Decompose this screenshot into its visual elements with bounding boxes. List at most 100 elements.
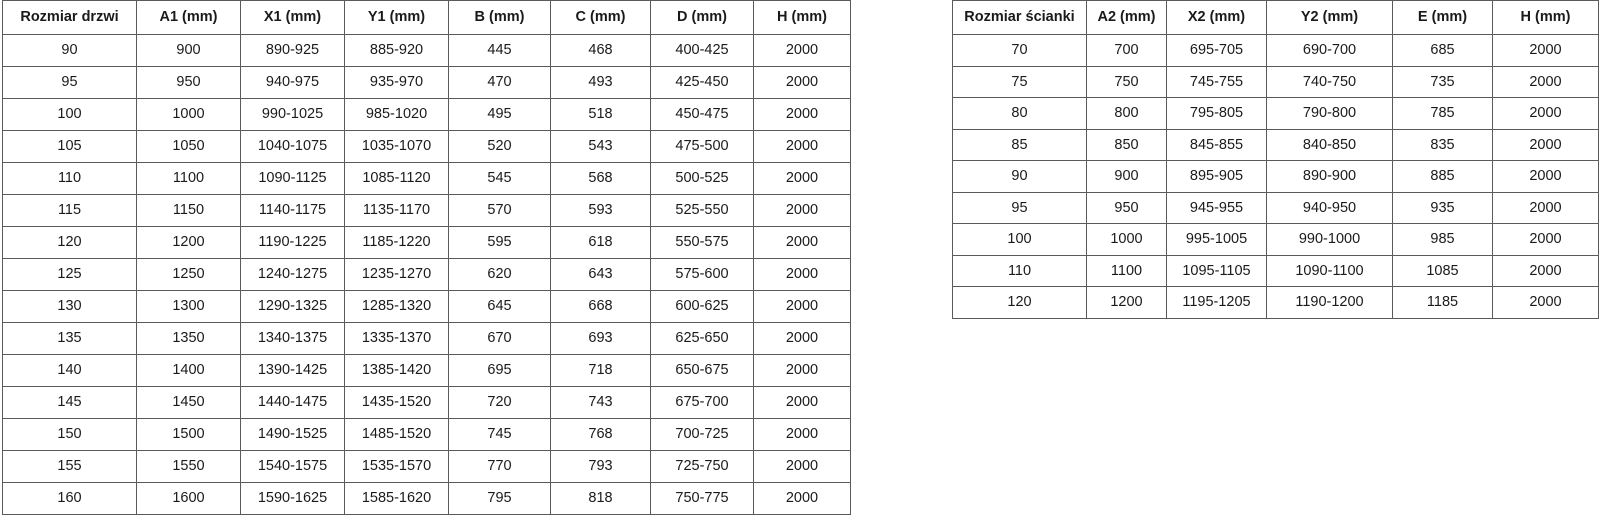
walls-cell-r2-c1: 800 [1086, 97, 1167, 130]
doors-cell-r5-c3: 1135-1170 [344, 194, 449, 227]
doors-cell-r14-c4: 795 [448, 482, 551, 515]
walls-cell-r8-c1: 1200 [1086, 286, 1167, 319]
walls-cell-r2-c5: 2000 [1492, 97, 1599, 130]
doors-cell-r7-c0: 125 [2, 258, 137, 291]
table-row: 110 1100 1090-1125 1085-1120 545 568 500-525 20… [2, 162, 851, 195]
doors-cell-r2-c4: 495 [448, 98, 551, 131]
doors-table-header: Rozmiar drzwi A1 (mm) X1 (mm) Y1 (mm) B (mm)… [2, 0, 851, 35]
doors-cell-r7-c7: 2000 [753, 258, 851, 291]
doors-cell-r12-c1: 1500 [136, 418, 241, 451]
doors-cell-r11-c0: 145 [2, 386, 137, 419]
doors-cell-r7-c3: 1235-1270 [344, 258, 449, 291]
doors-column-header-4: B (mm) [448, 0, 551, 35]
table-row: 105 1050 1040-1075 1035-1070 520 543 475-500 20… [2, 130, 851, 163]
walls-cell-r2-c2: 795-805 [1166, 97, 1267, 130]
doors-column-header-0: Rozmiar drzwi [2, 0, 137, 35]
doors-cell-r0-c4: 445 [448, 34, 551, 67]
doors-cell-r12-c3: 1485-1520 [344, 418, 449, 451]
doors-cell-r6-c3: 1185-1220 [344, 226, 449, 259]
doors-cell-r7-c1: 1250 [136, 258, 241, 291]
doors-column-header-1: A1 (mm) [136, 0, 241, 35]
walls-cell-r8-c0: 120 [952, 286, 1087, 319]
walls-column-header-2: X2 (mm) [1166, 0, 1267, 35]
walls-cell-r1-c2: 745-755 [1166, 65, 1267, 98]
walls-cell-r5-c1: 950 [1086, 191, 1167, 224]
doors-cell-r4-c3: 1085-1120 [344, 162, 449, 195]
doors-cell-r13-c7: 2000 [753, 450, 851, 483]
doors-cell-r0-c2: 890-925 [240, 34, 345, 67]
walls-cell-r4-c2: 895-905 [1166, 160, 1267, 193]
doors-cell-r14-c5: 818 [550, 482, 651, 515]
doors-cell-r6-c4: 595 [448, 226, 551, 259]
table-row: 95 950 940-975 935-970 470 493 425-450 2000 [2, 66, 851, 99]
walls-cell-r5-c3: 940-950 [1266, 191, 1393, 224]
walls-cell-r5-c4: 935 [1392, 191, 1493, 224]
doors-cell-r13-c0: 155 [2, 450, 137, 483]
doors-cell-r9-c4: 670 [448, 322, 551, 355]
doors-cell-r4-c4: 545 [448, 162, 551, 195]
walls-cell-r7-c5: 2000 [1492, 254, 1599, 287]
walls-cell-r8-c2: 1195-1205 [1166, 286, 1267, 319]
walls-column-header-4: E (mm) [1392, 0, 1493, 35]
walls-cell-r6-c5: 2000 [1492, 223, 1599, 256]
doors-cell-r10-c7: 2000 [753, 354, 851, 387]
walls-cell-r3-c2: 845-855 [1166, 128, 1267, 161]
table-row: 100 1000 995-1005 990-1000 985 2000 [952, 223, 1599, 256]
walls-cell-r5-c5: 2000 [1492, 191, 1599, 224]
doors-table-body: 90 900 890-925 885-920 445 468 400-425 2000 95 95… [2, 34, 851, 515]
walls-cell-r7-c1: 1100 [1086, 254, 1167, 287]
walls-cell-r4-c4: 885 [1392, 160, 1493, 193]
walls-header-row: Rozmiar ścianki A2 (mm) X2 (mm) Y2 (mm) E (m… [952, 0, 1599, 35]
doors-cell-r10-c1: 1400 [136, 354, 241, 387]
doors-cell-r4-c5: 568 [550, 162, 651, 195]
doors-cell-r3-c2: 1040-1075 [240, 130, 345, 163]
doors-cell-r8-c6: 600-625 [650, 290, 754, 323]
doors-cell-r10-c2: 1390-1425 [240, 354, 345, 387]
doors-cell-r1-c3: 935-970 [344, 66, 449, 99]
walls-table-header: Rozmiar ścianki A2 (mm) X2 (mm) Y2 (mm) E (m… [952, 0, 1599, 35]
walls-column-header-5: H (mm) [1492, 0, 1599, 35]
doors-cell-r2-c2: 990-1025 [240, 98, 345, 131]
walls-cell-r0-c5: 2000 [1492, 34, 1599, 67]
doors-cell-r10-c6: 650-675 [650, 354, 754, 387]
doors-cell-r9-c3: 1335-1370 [344, 322, 449, 355]
walls-cell-r6-c3: 990-1000 [1266, 223, 1393, 256]
doors-cell-r3-c4: 520 [448, 130, 551, 163]
doors-cell-r4-c2: 1090-1125 [240, 162, 345, 195]
walls-cell-r3-c0: 85 [952, 128, 1087, 161]
doors-cell-r1-c2: 940-975 [240, 66, 345, 99]
doors-cell-r1-c7: 2000 [753, 66, 851, 99]
doors-cell-r13-c1: 1550 [136, 450, 241, 483]
walls-column-header-1: A2 (mm) [1086, 0, 1167, 35]
doors-cell-r1-c4: 470 [448, 66, 551, 99]
doors-cell-r14-c0: 160 [2, 482, 137, 515]
walls-cell-r4-c5: 2000 [1492, 160, 1599, 193]
doors-cell-r12-c7: 2000 [753, 418, 851, 451]
table-row: 140 1400 1390-1425 1385-1420 695 718 650-675 20… [2, 354, 851, 387]
walls-cell-r8-c3: 1190-1200 [1266, 286, 1393, 319]
doors-cell-r6-c5: 618 [550, 226, 651, 259]
walls-cell-r4-c1: 900 [1086, 160, 1167, 193]
walls-cell-r0-c4: 685 [1392, 34, 1493, 67]
table-row: 120 1200 1190-1225 1185-1220 595 618 550-575 20… [2, 226, 851, 259]
table-row: 120 1200 1195-1205 1190-1200 1185 2000 [952, 286, 1599, 319]
doors-cell-r14-c7: 2000 [753, 482, 851, 515]
doors-cell-r1-c6: 425-450 [650, 66, 754, 99]
walls-cell-r3-c3: 840-850 [1266, 128, 1393, 161]
doors-cell-r6-c2: 1190-1225 [240, 226, 345, 259]
doors-cell-r11-c2: 1440-1475 [240, 386, 345, 419]
doors-cell-r9-c0: 135 [2, 322, 137, 355]
doors-column-header-3: Y1 (mm) [344, 0, 449, 35]
doors-cell-r13-c4: 770 [448, 450, 551, 483]
doors-cell-r6-c1: 1200 [136, 226, 241, 259]
doors-cell-r8-c0: 130 [2, 290, 137, 323]
doors-cell-r10-c5: 718 [550, 354, 651, 387]
doors-cell-r2-c7: 2000 [753, 98, 851, 131]
walls-cell-r2-c4: 785 [1392, 97, 1493, 130]
doors-cell-r3-c0: 105 [2, 130, 137, 163]
doors-cell-r5-c6: 525-550 [650, 194, 754, 227]
doors-cell-r13-c2: 1540-1575 [240, 450, 345, 483]
doors-cell-r6-c7: 2000 [753, 226, 851, 259]
doors-cell-r3-c5: 543 [550, 130, 651, 163]
